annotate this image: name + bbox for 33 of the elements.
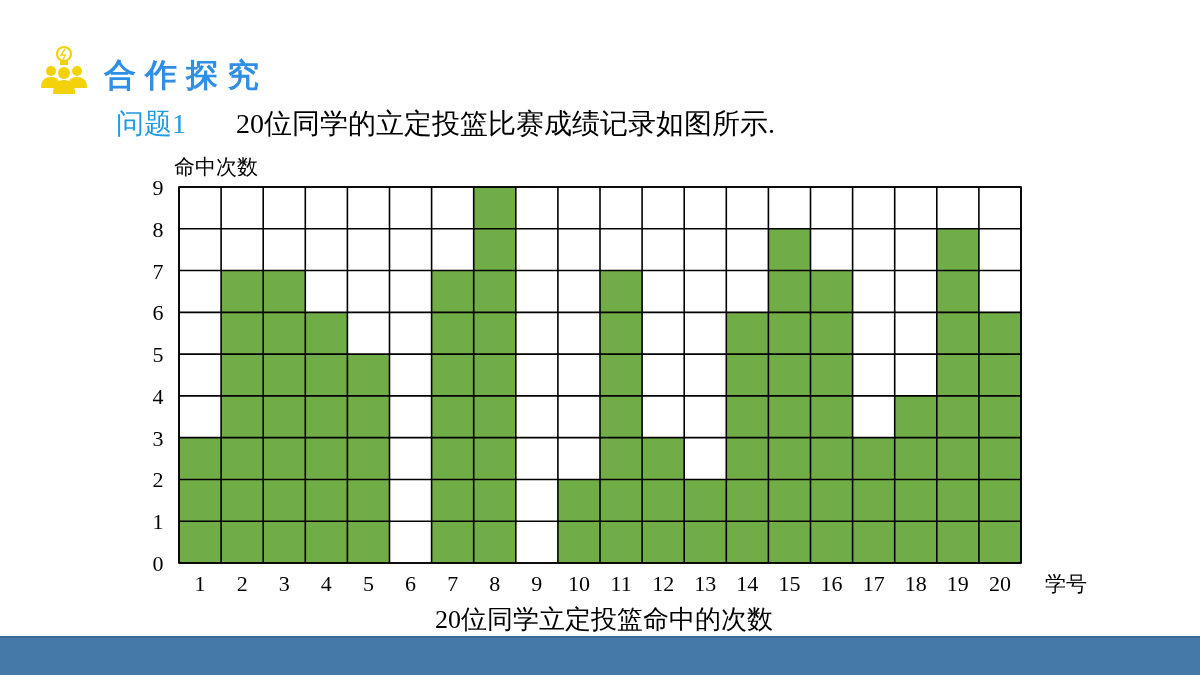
x-tick-label: 17: [862, 571, 885, 596]
x-tick-label: 18: [904, 571, 927, 596]
x-tick-label: 20: [988, 571, 1011, 596]
y-tick-label: 6: [152, 300, 164, 326]
x-tick-label: 14: [736, 571, 759, 596]
y-tick-label: 5: [152, 342, 164, 368]
x-tick-label: 2: [236, 571, 248, 596]
y-tick-label: 1: [152, 509, 164, 535]
y-axis-title: 命中次数: [174, 155, 258, 179]
x-tick-label: 10: [567, 571, 590, 596]
x-axis-title: 学号: [1045, 572, 1087, 596]
x-tick-label: 5: [362, 571, 374, 596]
x-tick-label: 7: [447, 571, 459, 596]
x-tick-label: 15: [778, 571, 801, 596]
y-tick-label: 4: [152, 383, 164, 409]
x-tick-label: 16: [820, 571, 843, 596]
y-tick-label: 2: [152, 467, 164, 493]
x-tick-label: 13: [694, 571, 717, 596]
y-tick-label: 9: [152, 175, 164, 200]
y-tick-label: 0: [152, 551, 164, 576]
x-tick-label: 6: [405, 571, 417, 596]
y-tick-label: 7: [152, 258, 164, 284]
x-tick-label: 9: [531, 571, 543, 596]
chart-title: 20位同学立定投篮命中的次数: [435, 605, 773, 634]
x-tick-label: 19: [946, 571, 969, 596]
x-tick-label: 12: [652, 571, 675, 596]
y-tick-label: 3: [152, 425, 164, 451]
x-tick-label: 4: [320, 571, 332, 596]
x-tick-label: 1: [194, 571, 206, 596]
x-tick-label: 11: [610, 571, 632, 596]
y-tick-label: 8: [152, 216, 164, 242]
x-tick-label: 3: [278, 571, 290, 596]
x-tick-label: 8: [489, 571, 501, 596]
